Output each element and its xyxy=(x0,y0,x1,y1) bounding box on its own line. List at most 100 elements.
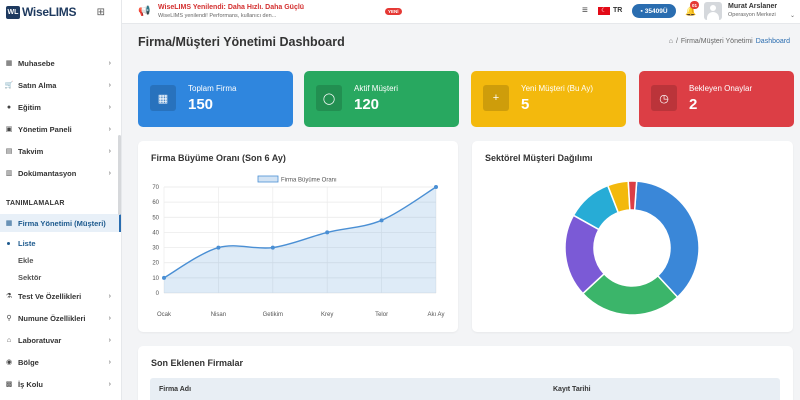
chevron-right-icon: › xyxy=(108,125,111,133)
plus-icon: + xyxy=(483,85,509,111)
sidebar-item-label: İş Kolu xyxy=(18,379,44,389)
credit-value: 35409Ü xyxy=(644,7,668,15)
document-icon: ▥ xyxy=(5,170,13,177)
megaphone-icon: 📢 xyxy=(138,6,151,17)
y-tick-label: 50 xyxy=(152,215,159,221)
y-tick-label: 60 xyxy=(152,200,159,206)
logo-mark: WL xyxy=(6,5,20,19)
x-tick-label: Telor xyxy=(375,312,388,318)
x-tick-label: Krey xyxy=(321,312,333,318)
sidebar-item-dokümantasyon[interactable]: ▥ Dokümantasyon › xyxy=(0,164,121,182)
sample-icon: ⚲ xyxy=(6,315,12,322)
stat-value: 120 xyxy=(354,96,380,113)
chevron-right-icon: › xyxy=(108,358,111,366)
data-point xyxy=(216,245,221,250)
active-dot-icon xyxy=(7,241,10,245)
sidebar-item-laboratuvar[interactable]: ⌂ Laboratuvar › xyxy=(0,331,121,349)
home-icon[interactable]: ⌂ xyxy=(668,38,673,45)
wallet-icon: ▪ xyxy=(640,7,643,15)
sidebar-subitem-sektör[interactable]: Sektör xyxy=(0,269,121,285)
sidebar-item-firma-yonetimi[interactable]: ▦ Firma Yönetimi (Müşteri) xyxy=(0,214,121,232)
sidebar-item-label: Yönetim Paneli xyxy=(18,124,72,134)
calendar-icon: ▤ xyxy=(5,148,13,155)
chevron-right-icon: › xyxy=(108,169,111,177)
column-header-firma-adi[interactable]: Firma Adı xyxy=(159,386,192,393)
recent-firms-table-header: Firma Adı Kayıt Tarihi xyxy=(150,378,780,400)
sidebar-item-satın-alma[interactable]: 🛒 Satın Alma › xyxy=(0,76,121,94)
donut-slice-0[interactable] xyxy=(633,180,700,299)
chevron-right-icon: › xyxy=(108,336,111,344)
series-line xyxy=(163,186,437,279)
announcement-text: WiseLIMS yenilendi! Performans, kullanıc… xyxy=(158,13,277,19)
sidebar-item-label: Firma Yönetimi (Müşteri) xyxy=(18,218,106,228)
credit-button[interactable]: ▪ 35409Ü xyxy=(632,4,676,18)
sidebar-item-label: Dokümantasyon xyxy=(18,168,77,178)
sidebar-scrollbar[interactable] xyxy=(118,135,121,215)
sidebar-item-label: Test Ve Özellikleri xyxy=(18,291,82,301)
chevron-right-icon: › xyxy=(108,81,111,89)
legend-label: Firma Büyüme Oranı xyxy=(281,178,337,184)
data-point xyxy=(434,185,438,189)
stat-label: Aktif Müşteri xyxy=(354,84,399,93)
stat-value: 5 xyxy=(521,96,530,113)
data-point xyxy=(162,275,166,280)
growth-chart-title: Firma Büyüme Oranı (Son 6 Ay) xyxy=(151,153,286,163)
y-tick-label: 20 xyxy=(152,261,159,267)
hamburger-menu-icon[interactable]: ≡ xyxy=(582,5,588,16)
company-icon: ▦ xyxy=(5,220,13,227)
sidebar-item-eğitim[interactable]: ● Eğitim › xyxy=(0,98,121,116)
stat-label: Yeni Müşteri (Bu Ay) xyxy=(521,84,594,93)
sidebar-item-label: Muhasebe xyxy=(18,58,55,68)
donut-slice-5[interactable] xyxy=(627,180,638,211)
chevron-down-icon[interactable]: ⌄ xyxy=(790,13,796,19)
stat-card-aktif-müşteri[interactable]: ◯ Aktif Müşteri 120 xyxy=(304,71,459,127)
y-tick-label: 40 xyxy=(152,230,159,236)
sidebar-item-numune-özellikleri[interactable]: ⚲ Numune Özellikleri › xyxy=(0,309,121,327)
sidebar-item-muhasebe[interactable]: ▦ Muhasebe › xyxy=(0,54,121,72)
sidebar-item-label: Takvim xyxy=(18,146,44,156)
chevron-right-icon: › xyxy=(108,314,111,322)
y-tick-label: 70 xyxy=(152,185,159,191)
sidebar-section-label: TANIMLAMALAR xyxy=(6,200,65,207)
user-name[interactable]: Murat Arslaner xyxy=(728,3,778,10)
user-icon: ◯ xyxy=(316,85,342,111)
cart-icon: 🛒 xyxy=(4,82,14,89)
y-tick-label: 30 xyxy=(152,246,159,252)
announcement-title[interactable]: WiseLIMS Yenilendi: Daha Hızlı. Daha Güç… xyxy=(158,4,305,11)
page-title: Firma/Müşteri Yönetimi Dashboard xyxy=(138,35,345,49)
chevron-right-icon: › xyxy=(108,59,111,67)
sidebar-subitem-label: Liste xyxy=(18,238,36,248)
logo[interactable]: WL WiseLIMS ⊞ xyxy=(0,0,121,24)
sidebar-item-label: Satın Alma xyxy=(18,80,57,90)
sidebar-item-takvim[interactable]: ▤ Takvim › xyxy=(0,142,121,160)
turkey-flag-icon[interactable]: ☾ xyxy=(598,7,610,15)
sector-donut-chart xyxy=(564,180,700,316)
breadcrumb-parent[interactable]: Firma/Müşteri Yönetimi xyxy=(680,38,753,45)
sidebar-subitem-ekle[interactable]: Ekle xyxy=(0,252,121,268)
stat-card-toplam-firma[interactable]: ▦ Toplam Firma 150 xyxy=(138,71,293,127)
bell-icon[interactable]: 🔔 xyxy=(685,6,697,16)
stat-card-bekleyen-onaylar[interactable]: ◷ Bekleyen Onaylar 2 xyxy=(639,71,794,127)
chevron-right-icon: › xyxy=(108,103,111,111)
column-header-kayit-tarihi[interactable]: Kayıt Tarihi xyxy=(553,386,591,393)
stat-card-yeni-müşteri-bu-ay[interactable]: + Yeni Müşteri (Bu Ay) 5 xyxy=(471,71,626,127)
sidebar-item-label: Numune Özellikleri xyxy=(18,313,86,323)
growth-line-chart: 0 10 20 30 40 50 60 70 Ocak Nisan Getikim Krey Telor… xyxy=(152,175,444,318)
x-tick-label: Ocak xyxy=(157,312,172,318)
avatar[interactable] xyxy=(704,2,722,20)
sidebar-item-i-ş-kolu[interactable]: ▩ İş Kolu › xyxy=(0,375,121,393)
sidebar-item-test-ve-özellikleri[interactable]: ⚗ Test Ve Özellikleri › xyxy=(0,287,121,305)
sector-chart-panel: Sektörel Müşteri Dağılımı xyxy=(472,141,793,332)
data-point xyxy=(270,245,275,250)
sidebar-subitem-label: Sektör xyxy=(18,272,42,282)
stat-value: 150 xyxy=(188,96,214,113)
sidebar-subitem-liste[interactable]: Liste xyxy=(0,235,121,251)
chevron-right-icon: › xyxy=(108,380,111,388)
sidebar-item-bölge[interactable]: ◉ Bölge › xyxy=(0,353,121,371)
sidebar-item-label: Laboratuvar xyxy=(18,335,62,345)
sidebar-item-yönetim-paneli[interactable]: ▣ Yönetim Paneli › xyxy=(0,120,121,138)
x-tick-label: Getikim xyxy=(263,312,283,318)
language-selector[interactable]: TR xyxy=(613,7,623,14)
lab-icon: ⌂ xyxy=(6,336,12,344)
grid-menu-icon[interactable]: ⊞ xyxy=(96,6,105,18)
